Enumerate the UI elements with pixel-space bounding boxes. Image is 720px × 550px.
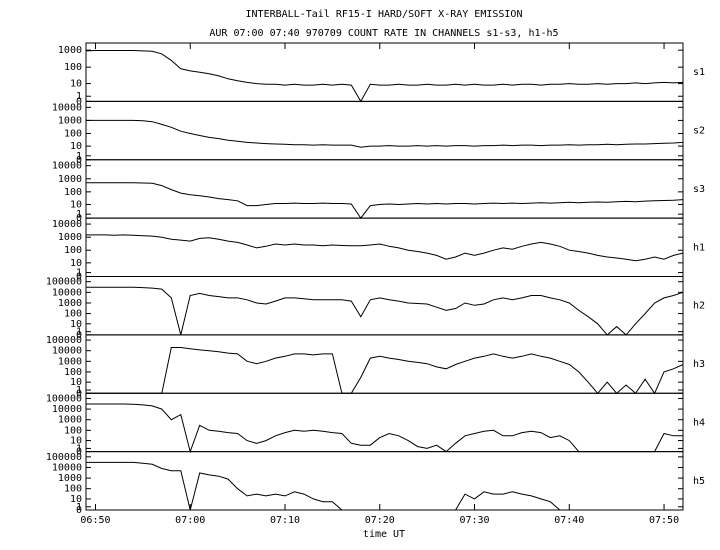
- panel-frame: [85, 100, 684, 161]
- y-tick-label: 100: [64, 309, 82, 320]
- y-tick-label: 0: [76, 155, 82, 166]
- panel-frame: [85, 451, 684, 511]
- panel-frame: [85, 276, 684, 336]
- y-tick-label: 10: [70, 436, 82, 447]
- x-tick-label: 07:50: [649, 515, 679, 526]
- panel-label: h3: [693, 359, 705, 370]
- y-tick-label: 0: [76, 388, 82, 399]
- y-tick-label: 0: [76, 447, 82, 458]
- y-tick-label: 10: [70, 494, 82, 505]
- panel-frame: [85, 217, 684, 277]
- y-tick-label: 10: [70, 319, 82, 330]
- panel-label: h1: [693, 242, 705, 253]
- trace: [86, 347, 684, 395]
- y-tick-label: 1: [76, 327, 82, 338]
- y-tick-label: 0: [76, 272, 82, 283]
- trace: [85, 50, 684, 103]
- y-tick-label: 0: [76, 505, 82, 516]
- y-tick-label: 100000: [46, 335, 82, 346]
- y-tick-label: 1000: [58, 473, 82, 484]
- y-tick-label: 10000: [52, 462, 82, 473]
- panel-label: h2: [693, 301, 705, 312]
- trace: [86, 286, 684, 336]
- y-tick-label: 0: [76, 213, 82, 224]
- y-tick-label: 1: [76, 151, 82, 162]
- y-tick-label: 10000: [52, 161, 82, 172]
- trace: [86, 403, 683, 454]
- panel-frame: [85, 159, 684, 219]
- x-tick-label: 07:20: [365, 515, 395, 526]
- y-tick-label: 1000: [58, 232, 82, 243]
- trace: [86, 182, 684, 219]
- y-tick-label: 1000: [58, 298, 82, 309]
- y-tick-label: 100: [64, 484, 82, 495]
- y-tick-label: 10: [70, 199, 82, 210]
- panel-frame: [85, 334, 684, 394]
- y-tick-label: 1: [76, 91, 82, 102]
- x-tick-label: 06:50: [80, 515, 110, 526]
- y-tick-label: 10: [70, 141, 82, 152]
- y-tick-label: 1000: [58, 356, 82, 367]
- panel-label: s3: [693, 184, 705, 195]
- panel-frame: [85, 42, 684, 102]
- x-axis-label: time UT: [363, 529, 405, 540]
- y-tick-label: 100: [64, 245, 82, 256]
- y-tick-label: 0: [76, 96, 82, 107]
- y-tick-label: 10000: [52, 346, 82, 357]
- y-tick-label: 10000: [52, 404, 82, 415]
- y-tick-label: 1: [76, 502, 82, 513]
- y-tick-label: 1: [76, 443, 82, 454]
- y-tick-label: 100000: [46, 393, 82, 404]
- panel-label: h4: [693, 417, 705, 428]
- chart-title: INTERBALL-Tail RF15-I HARD/SOFT X-RAY EM…: [246, 9, 523, 20]
- x-tick-label: 07:00: [175, 515, 205, 526]
- y-tick-label: 1000: [58, 174, 82, 185]
- y-tick-label: 1000: [58, 45, 82, 56]
- y-tick-label: 10: [70, 258, 82, 269]
- y-tick-label: 1000: [58, 415, 82, 426]
- y-tick-label: 100: [64, 367, 82, 378]
- y-tick-label: 1: [76, 385, 82, 396]
- x-tick-label: 07:40: [554, 515, 584, 526]
- x-tick-label: 07:30: [459, 515, 489, 526]
- y-tick-label: 100: [64, 187, 82, 198]
- y-tick-label: 0: [76, 330, 82, 341]
- y-tick-label: 10000: [52, 287, 82, 298]
- y-tick-label: 1: [76, 268, 82, 279]
- y-tick-label: 10: [70, 377, 82, 388]
- chart-subtitle: AUR 07:00 07:40 970709 COUNT RATE IN CHA…: [209, 28, 558, 39]
- y-tick-label: 100: [64, 62, 82, 73]
- x-tick-label: 07:10: [270, 515, 300, 526]
- y-tick-label: 10: [70, 79, 82, 90]
- panel-label: h5: [693, 476, 705, 487]
- y-tick-label: 100000: [46, 452, 82, 463]
- y-tick-label: 100: [64, 425, 82, 436]
- y-tick-label: 100: [64, 128, 82, 139]
- panel-frame: [85, 392, 684, 453]
- panel-label: s2: [693, 126, 705, 137]
- y-tick-label: 100000: [46, 277, 82, 288]
- y-tick-label: 10000: [52, 102, 82, 113]
- y-tick-label: 10000: [52, 219, 82, 230]
- trace: [86, 119, 684, 148]
- y-tick-label: 1000: [58, 115, 82, 126]
- panel-label: s1: [693, 67, 705, 78]
- trace: [86, 234, 684, 262]
- trace: [86, 461, 683, 511]
- y-tick-label: 1: [76, 209, 82, 220]
